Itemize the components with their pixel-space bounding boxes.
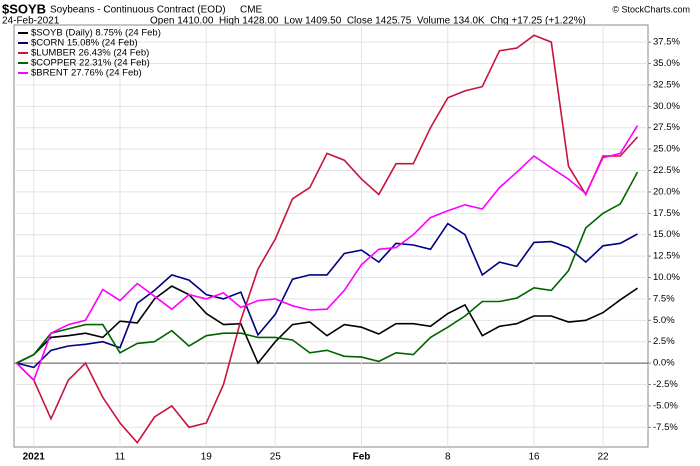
x-tick-label: 16 bbox=[528, 452, 540, 463]
y-tick-label: 22.5% bbox=[653, 165, 680, 176]
x-tick-label: 2021 bbox=[23, 452, 46, 463]
series-line bbox=[16, 222, 638, 369]
y-tick-label: 35.0% bbox=[653, 58, 680, 69]
x-tick-label: 22 bbox=[597, 452, 609, 463]
y-tick-label: 17.5% bbox=[653, 208, 680, 219]
y-tick-label: 5.0% bbox=[653, 315, 675, 326]
plot-frame bbox=[13, 24, 649, 448]
quote: Open 1410.00 High 1428.00 Low 1409.50 Cl… bbox=[150, 16, 586, 27]
credit: © StockCharts.com bbox=[612, 4, 690, 14]
y-tick-label: 37.5% bbox=[653, 37, 680, 48]
x-tick-label: 19 bbox=[201, 452, 213, 463]
series-line bbox=[16, 171, 639, 364]
legend-label: $SOYB (Daily) 8.75% (24 Feb) bbox=[31, 28, 161, 39]
x-tick-label: 11 bbox=[115, 452, 126, 463]
y-tick-label: 32.5% bbox=[653, 79, 680, 90]
y-tick-label: 7.5% bbox=[653, 293, 675, 304]
y-tick-label: 25.0% bbox=[653, 144, 680, 155]
y-tick-label: -7.5% bbox=[653, 422, 678, 433]
legend-label: $LUMBER 26.43% (24 Feb) bbox=[31, 48, 149, 59]
date: 24-Feb-2021 bbox=[2, 16, 60, 27]
y-tick-label: 27.5% bbox=[653, 122, 680, 133]
chart-subtitle: Soybeans - Continuous Contract (EOD) bbox=[50, 5, 226, 16]
y-tick-label: -5.0% bbox=[653, 400, 678, 411]
legend-label: $COPPER 22.31% (24 Feb) bbox=[31, 58, 150, 69]
y-tick-label: 20.0% bbox=[653, 186, 680, 197]
x-tick-label: 8 bbox=[445, 452, 451, 463]
y-tick-label: 12.5% bbox=[653, 251, 680, 262]
y-tick-label: 2.5% bbox=[653, 336, 675, 347]
x-tick-label: 25 bbox=[270, 452, 282, 463]
y-tick-label: 15.0% bbox=[653, 229, 680, 240]
y-tick-label: -2.5% bbox=[653, 379, 678, 390]
chart-title: $SOYB bbox=[2, 1, 46, 16]
exchange: CME bbox=[240, 5, 263, 16]
y-tick-label: 10.0% bbox=[653, 272, 680, 283]
x-tick-label: Feb bbox=[353, 452, 371, 463]
series-line bbox=[15, 34, 639, 445]
legend-label: $CORN 15.08% (24 Feb) bbox=[31, 38, 138, 49]
series-line bbox=[15, 125, 639, 382]
legend-label: $BRENT 27.76% (24 Feb) bbox=[31, 68, 142, 79]
y-tick-label: 0.0% bbox=[653, 358, 675, 369]
series-line bbox=[16, 285, 638, 365]
y-tick-label: 30.0% bbox=[653, 101, 680, 112]
